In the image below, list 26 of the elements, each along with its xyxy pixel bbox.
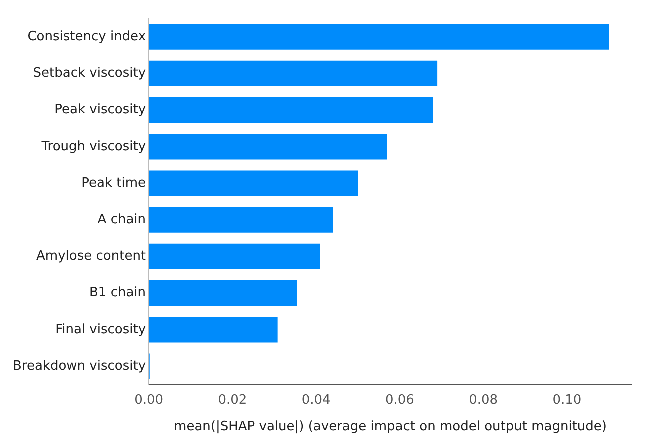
y-tick-label: Consistency index <box>28 29 146 44</box>
bar <box>149 60 438 87</box>
bar <box>149 280 298 306</box>
y-tick-label: Peak viscosity <box>54 102 146 118</box>
y-tick-label: Setback viscosity <box>33 66 146 82</box>
x-tick-label: 0.10 <box>552 392 582 408</box>
y-tick-label: Peak time <box>82 176 146 191</box>
bar <box>149 244 320 270</box>
bar <box>149 317 278 343</box>
y-tick-label: Breakdown viscosity <box>12 358 146 374</box>
y-tick-label: A chain <box>98 212 146 228</box>
bar <box>149 134 388 160</box>
x-tick-label: 0.06 <box>385 392 414 408</box>
y-tick-label: Trough viscosity <box>40 139 146 154</box>
x-tick-label: 0.04 <box>302 392 331 408</box>
bar <box>149 170 358 196</box>
y-tick-label: Amylose content <box>36 249 146 264</box>
x-axis-title: mean(|SHAP value|) (average impact on model output magnitude) <box>174 420 607 435</box>
bar <box>149 97 434 124</box>
x-tick-label: 0.08 <box>469 392 498 408</box>
bar <box>149 207 334 233</box>
y-tick-label: Final viscosity <box>56 322 146 338</box>
y-tick-label: B1 chain <box>90 286 146 301</box>
x-tick-label: 0.00 <box>134 392 164 408</box>
x-tick-label: 0.02 <box>218 392 248 408</box>
bar <box>149 24 609 50</box>
